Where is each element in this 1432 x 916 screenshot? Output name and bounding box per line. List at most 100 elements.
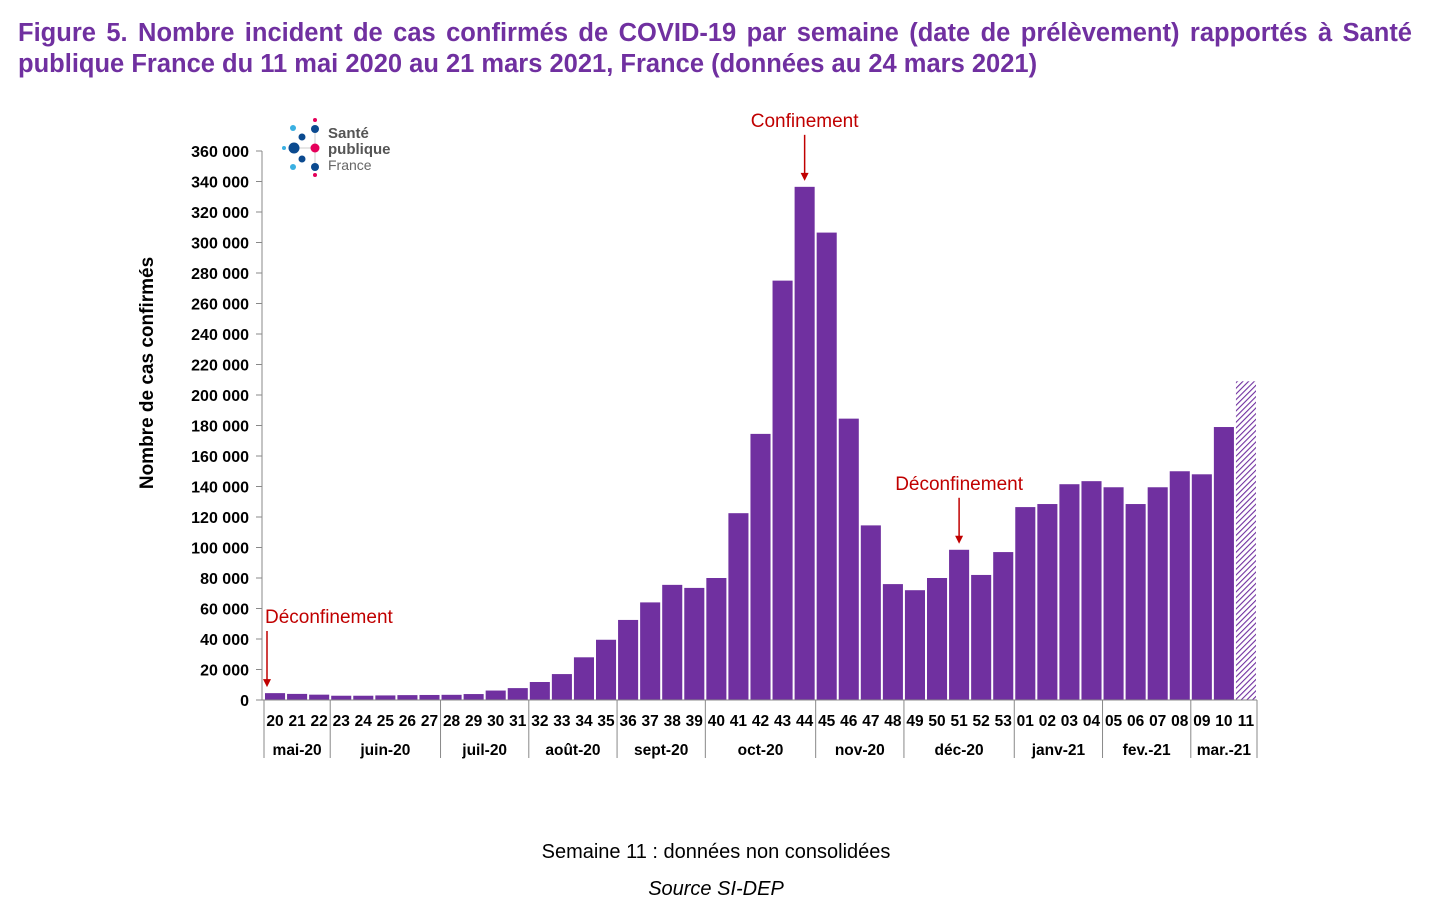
bar-week-51 [949, 549, 970, 700]
y-tick-label: 140 000 [191, 480, 249, 497]
bar-week-26 [397, 695, 418, 700]
month-label: déc-20 [935, 742, 984, 759]
bar-week-01 [1015, 507, 1036, 700]
x-tick-label: 35 [597, 713, 615, 730]
x-tick-label: 32 [531, 713, 548, 730]
y-tick-label: 60 000 [200, 602, 249, 619]
bar-week-23 [331, 695, 352, 700]
x-tick-label: 11 [1238, 713, 1255, 730]
x-tick-label: 02 [1039, 713, 1056, 730]
bar-week-46 [838, 418, 859, 700]
x-tick-label: 36 [619, 713, 637, 730]
month-label: août-20 [545, 742, 600, 759]
x-tick-label: 10 [1215, 713, 1232, 730]
bar-week-08 [1169, 471, 1190, 700]
x-tick-label: 21 [288, 713, 306, 730]
bar-week-47 [860, 525, 881, 700]
bar-week-37 [640, 602, 661, 700]
source-note: Source SI-DEP [648, 878, 784, 900]
x-tick-label: 20 [266, 713, 283, 730]
x-tick-label: 41 [730, 713, 748, 730]
y-tick-label: 40 000 [200, 632, 249, 649]
y-tick-label: 240 000 [191, 327, 249, 344]
x-tick-label: 05 [1105, 713, 1123, 730]
month-label: janv-21 [1031, 742, 1086, 759]
bar-week-05 [1103, 487, 1124, 700]
x-tick-label: 24 [355, 713, 373, 730]
bar-week-04 [1081, 481, 1102, 700]
x-tick-label: 37 [642, 713, 659, 730]
footnote: Semaine 11 : données non consolidées [541, 841, 891, 863]
x-tick-label: 50 [928, 713, 945, 730]
x-tick-label: 07 [1149, 713, 1166, 730]
y-tick-label: 280 000 [191, 266, 249, 283]
x-tick-label: 47 [862, 713, 879, 730]
x-tick-label: 09 [1193, 713, 1211, 730]
x-tick-label: 25 [377, 713, 395, 730]
bar-week-27 [419, 694, 440, 700]
bar-week-29 [463, 694, 484, 700]
bar-week-42 [750, 433, 771, 700]
x-tick-label: 53 [995, 713, 1013, 730]
x-tick-label: 28 [443, 713, 461, 730]
y-tick-label: 0 [240, 693, 249, 710]
x-tick-label: 04 [1083, 713, 1101, 730]
bar-week-43 [772, 280, 793, 700]
month-label: fev.-21 [1123, 742, 1171, 759]
bar-week-07 [1147, 487, 1168, 700]
x-tick-label: 38 [664, 713, 682, 730]
logo-text-1: Santé [328, 125, 369, 142]
month-label: sept-20 [634, 742, 688, 759]
y-tick-label: 120 000 [191, 510, 249, 527]
x-tick-label: 08 [1171, 713, 1189, 730]
y-tick-label: 360 000 [191, 144, 249, 161]
bar-week-24 [353, 695, 374, 700]
bar-week-40 [706, 578, 727, 700]
y-axis-label: Nombre de cas confirmés [137, 257, 158, 489]
bar-week-35 [596, 639, 617, 700]
month-label: nov-20 [835, 742, 885, 759]
bar-week-41 [728, 513, 749, 700]
arrow-head-icon [955, 535, 964, 544]
x-tick-label: 34 [575, 713, 593, 730]
arrow-head-icon [263, 679, 271, 688]
figure-title: Figure 5. Nombre incident de cas confirm… [18, 19, 1412, 78]
x-tick-label: 29 [465, 713, 483, 730]
bar-week-50 [927, 578, 948, 700]
y-tick-label: 340 000 [191, 175, 249, 192]
x-tick-label: 06 [1127, 713, 1145, 730]
y-tick-label: 80 000 [200, 571, 249, 588]
bar-week-02 [1037, 504, 1058, 700]
bar-week-25 [375, 695, 396, 700]
x-tick-label: 42 [752, 713, 769, 730]
bar-week-33 [551, 674, 572, 700]
bar-week-10 [1213, 427, 1234, 700]
x-tick-label: 33 [553, 713, 571, 730]
y-tick-label: 260 000 [191, 297, 249, 314]
x-tick-label: 01 [1017, 713, 1035, 730]
bar-week-39 [684, 587, 705, 700]
y-tick-label: 300 000 [191, 236, 249, 253]
x-tick-label: 26 [399, 713, 417, 730]
y-tick-label: 200 000 [191, 388, 249, 405]
bar-week-20 [265, 693, 286, 700]
bar-week-44 [794, 186, 815, 700]
x-tick-label: 52 [973, 713, 990, 730]
x-tick-label: 23 [333, 713, 351, 730]
bar-week-48 [882, 584, 903, 700]
x-tick-label: 27 [421, 713, 438, 730]
month-label: juil-20 [461, 742, 507, 759]
bar-week-31 [507, 688, 528, 700]
x-tick-label: 39 [686, 713, 704, 730]
bar-week-38 [662, 584, 683, 700]
bar-week-49 [904, 590, 925, 700]
x-tick-label: 31 [509, 713, 527, 730]
month-label: mar.-21 [1197, 742, 1252, 759]
bar-week-22 [309, 694, 330, 700]
bar-week-21 [287, 693, 308, 700]
x-tick-label: 22 [311, 713, 328, 730]
bar-week-32 [529, 682, 550, 700]
bar-week-30 [485, 690, 506, 700]
x-tick-label: 46 [840, 713, 858, 730]
bar-week-09 [1191, 474, 1212, 700]
